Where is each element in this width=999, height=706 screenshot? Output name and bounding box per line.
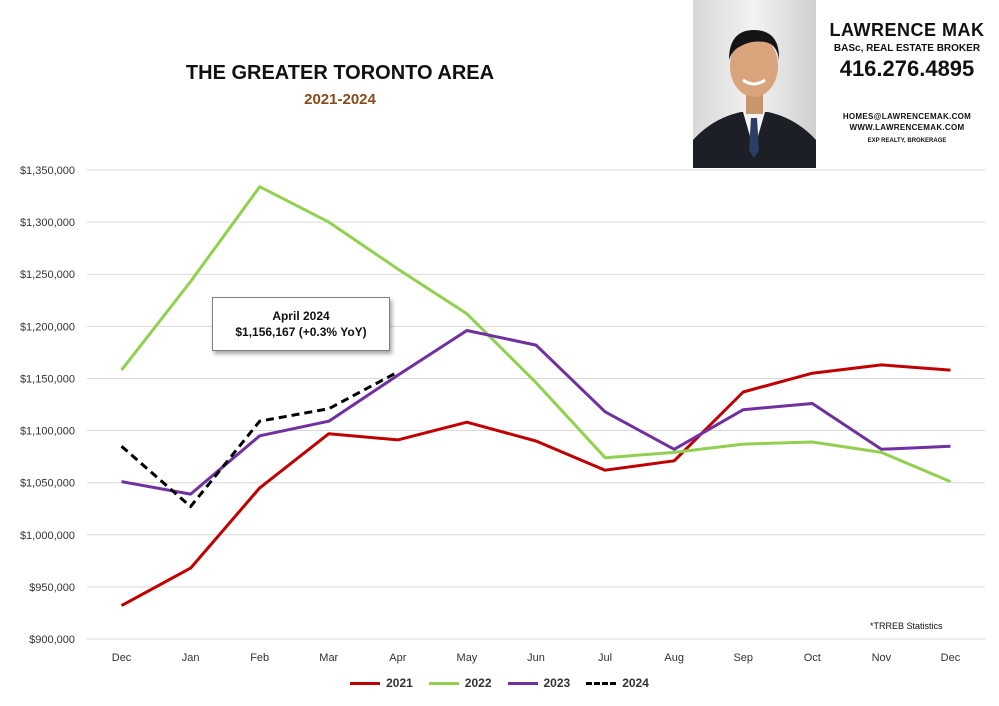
series-line-2021 (120, 363, 951, 607)
y-tick-label: $900,000 (29, 634, 75, 646)
x-tick-label: Jan (182, 652, 200, 664)
source-note: *TRREB Statistics (870, 621, 943, 631)
x-tick-label: Dec (941, 652, 961, 664)
y-tick-label: $1,100,000 (20, 426, 75, 438)
chart-title: THE GREATER TORONTO AREA (185, 62, 495, 84)
agent-credentials: BASc, REAL ESTATE BROKER (833, 43, 981, 54)
x-tick-label: May (457, 652, 478, 664)
agent-email: HOMES@LAWRENCEMAK.COM (842, 112, 972, 121)
legend-label: 2022 (464, 676, 492, 690)
callout-line-2: $1,156,167 (+0.3% YoY) (235, 325, 367, 339)
legend-swatch (507, 681, 538, 685)
y-tick-label: $1,200,000 (20, 321, 75, 333)
legend-item-2024: 2024 (586, 676, 649, 690)
x-tick-label: Jun (527, 652, 545, 664)
legend: 2021 2022 2023 2024 (0, 676, 999, 690)
legend-swatch (350, 681, 381, 685)
series-line-2023 (121, 329, 951, 496)
y-tick-label: $1,250,000 (20, 269, 75, 281)
x-axis-tick-labels: Dec Jan Feb Mar Apr May Jun Jul Aug Sep Oct Nov Dec (112, 652, 961, 664)
agent-website: WWW.LAWRENCEMAK.COM (849, 123, 965, 132)
y-tick-label: $1,150,000 (20, 373, 75, 385)
x-tick-label: Feb (250, 652, 269, 664)
x-tick-label: Oct (804, 652, 821, 664)
y-tick-label: $1,050,000 (20, 478, 75, 490)
callout-line-1: April 2024 (272, 309, 330, 323)
legend-swatch (586, 681, 617, 685)
x-tick-label: Mar (319, 652, 338, 664)
x-tick-label: Nov (872, 652, 892, 664)
x-tick-label: Apr (389, 652, 406, 664)
y-tick-label: $1,000,000 (20, 530, 75, 542)
chart-subtitle: 2021-2024 (304, 91, 376, 108)
x-tick-label: Dec (112, 652, 132, 664)
agent-phone: 416.276.4895 (839, 56, 975, 81)
legend-item-2022: 2022 (428, 676, 492, 690)
legend-item-2021: 2021 (350, 676, 413, 690)
x-tick-label: Jul (598, 652, 612, 664)
legend-label: 2024 (622, 676, 649, 690)
x-tick-label: Sep (733, 652, 753, 664)
legend-item-2023: 2023 (507, 676, 571, 690)
y-tick-label: $950,000 (29, 582, 75, 594)
agent-photo (693, 0, 816, 168)
series-line-2022 (120, 185, 952, 483)
y-tick-label: $1,300,000 (20, 217, 75, 229)
y-tick-label: $1,350,000 (20, 165, 75, 177)
contact-block: LAWRENCE MAK BASc, REAL ESTATE BROKER 41… (822, 20, 992, 144)
series-lines (120, 185, 952, 607)
legend-swatch (428, 681, 459, 685)
agent-name: LAWRENCE MAK (829, 20, 985, 40)
x-tick-label: Aug (664, 652, 684, 664)
legend-label: 2021 (386, 676, 413, 690)
april-2024-callout: April 2024 $1,156,167 (+0.3% YoY) (212, 297, 390, 351)
agent-brokerage: EXP REALTY, BROKERAGE (867, 138, 947, 144)
series-line-2024 (120, 370, 399, 509)
legend-label: 2023 (543, 676, 571, 690)
y-axis-tick-labels: $900,000 $950,000 $1,000,000 $1,050,000 $1,1… (20, 165, 75, 646)
